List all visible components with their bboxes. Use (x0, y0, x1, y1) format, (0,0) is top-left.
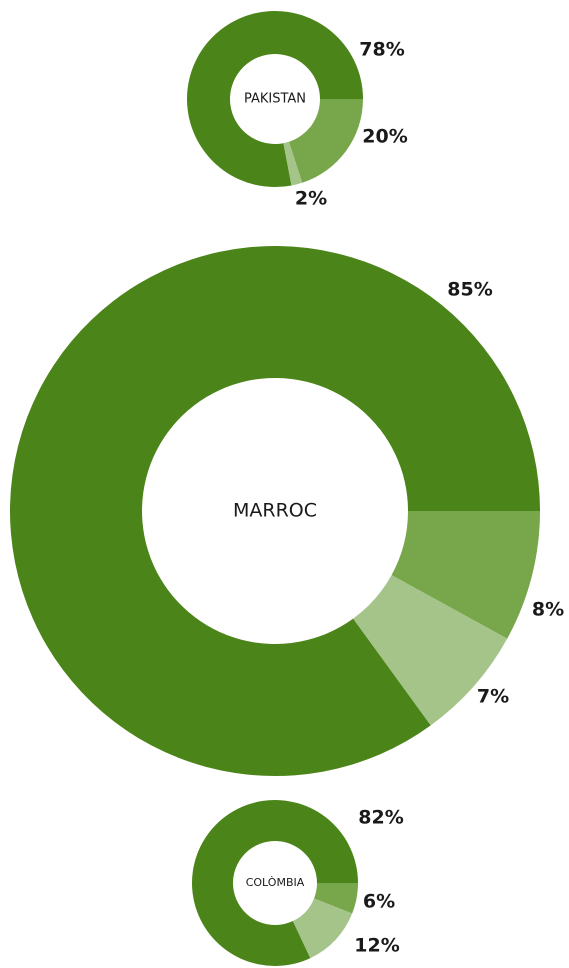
center-label: COLÒMBIA (246, 876, 305, 889)
value-label: 7% (477, 686, 509, 708)
value-label: 85% (447, 279, 492, 301)
value-label: 2% (295, 188, 327, 210)
value-label: 78% (359, 39, 404, 61)
donut-segment (10, 246, 540, 777)
value-label: 82% (358, 807, 403, 829)
donut-segment (187, 11, 363, 188)
value-label: 20% (362, 126, 407, 148)
donut-segment (314, 883, 358, 914)
donut-segment (292, 898, 353, 959)
donut-segment (192, 800, 358, 966)
donut-segment (391, 511, 540, 639)
value-label: 6% (363, 891, 395, 913)
donut-segment (353, 575, 508, 726)
value-label: 8% (532, 599, 564, 621)
center-label: PAKISTAN (244, 92, 306, 107)
donut-segment (283, 141, 303, 186)
donut-segment (288, 99, 363, 183)
value-label: 12% (354, 935, 399, 957)
center-label: MARROC (233, 500, 317, 522)
